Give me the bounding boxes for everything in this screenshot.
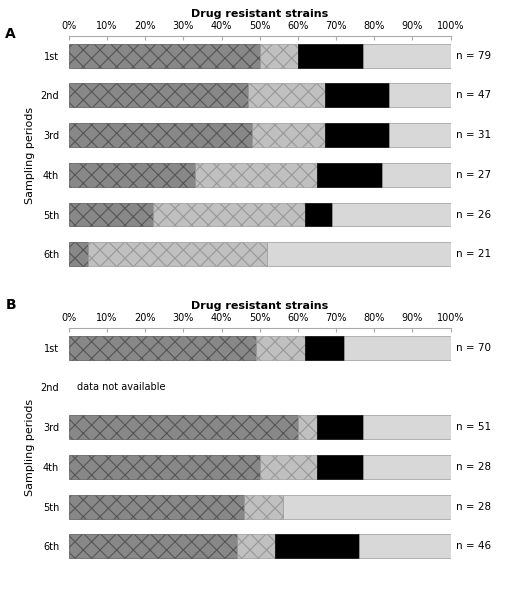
Bar <box>195 163 317 187</box>
Bar <box>260 455 317 479</box>
Text: B: B <box>5 298 16 312</box>
Bar <box>298 44 363 67</box>
Bar <box>252 123 324 147</box>
Bar <box>69 123 252 147</box>
Bar <box>305 203 332 226</box>
Bar <box>363 455 450 479</box>
Text: A: A <box>5 27 16 41</box>
Text: n = 70: n = 70 <box>456 343 491 353</box>
Text: n = 31: n = 31 <box>456 130 491 140</box>
Bar <box>256 336 305 359</box>
Bar <box>390 123 450 147</box>
Bar <box>324 83 390 107</box>
Bar <box>248 83 324 107</box>
Bar <box>324 123 390 147</box>
Bar <box>69 83 248 107</box>
Text: n = 79: n = 79 <box>456 51 491 61</box>
Text: n = 21: n = 21 <box>456 249 491 259</box>
Bar <box>69 495 244 519</box>
Bar <box>332 203 450 226</box>
Bar <box>359 535 450 558</box>
Bar <box>88 243 267 266</box>
Bar <box>260 44 298 67</box>
Bar <box>363 44 450 67</box>
Y-axis label: Sampling periods: Sampling periods <box>25 399 35 495</box>
Bar <box>317 163 382 187</box>
Bar <box>317 415 363 439</box>
Text: n = 47: n = 47 <box>456 91 491 100</box>
Bar <box>305 336 343 359</box>
Bar <box>69 203 153 226</box>
Text: n = 27: n = 27 <box>456 170 491 180</box>
Bar <box>69 243 88 266</box>
Bar <box>363 415 450 439</box>
Bar <box>69 535 237 558</box>
Bar <box>317 455 363 479</box>
Text: data not available: data not available <box>76 383 165 392</box>
Text: n = 51: n = 51 <box>456 422 491 432</box>
Bar <box>237 535 275 558</box>
Bar <box>382 163 450 187</box>
Bar <box>69 163 195 187</box>
Bar <box>69 336 256 359</box>
Bar <box>390 83 450 107</box>
Text: n = 28: n = 28 <box>456 502 491 511</box>
Text: n = 26: n = 26 <box>456 210 491 219</box>
Bar <box>282 495 450 519</box>
X-axis label: Drug resistant strains: Drug resistant strains <box>191 9 328 18</box>
Bar <box>267 243 450 266</box>
X-axis label: Drug resistant strains: Drug resistant strains <box>191 301 328 311</box>
Text: n = 46: n = 46 <box>456 541 491 551</box>
Bar <box>275 535 359 558</box>
Bar <box>69 44 260 67</box>
Bar <box>69 455 260 479</box>
Y-axis label: Sampling periods: Sampling periods <box>25 107 35 203</box>
Bar <box>69 415 298 439</box>
Bar <box>244 495 282 519</box>
Bar <box>153 203 305 226</box>
Bar <box>343 336 450 359</box>
Bar <box>298 415 317 439</box>
Text: n = 28: n = 28 <box>456 462 491 472</box>
